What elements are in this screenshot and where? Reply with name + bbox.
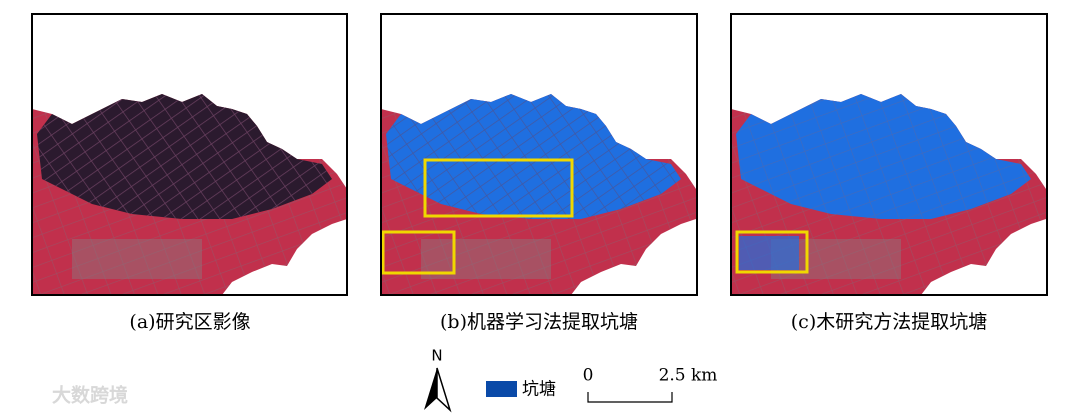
scale-label: 0 <box>583 366 594 386</box>
north-label: N <box>431 347 442 365</box>
scale-bar <box>587 392 673 403</box>
caption: (a)研究区影像 <box>129 311 250 333</box>
caption: (b)机器学习法提取坑塘 <box>440 311 638 333</box>
caption: (c)木研究方法提取坑塘 <box>791 311 987 333</box>
scale-label: 2.5 km <box>659 366 718 386</box>
legend-swatch <box>486 381 517 397</box>
north-arrow <box>424 367 452 413</box>
legend-label: 坑塘 <box>522 380 556 400</box>
panel-b <box>380 13 698 296</box>
watermark: 大数跨境 <box>52 384 128 407</box>
panel-c <box>730 13 1048 296</box>
panel-a <box>31 13 348 296</box>
